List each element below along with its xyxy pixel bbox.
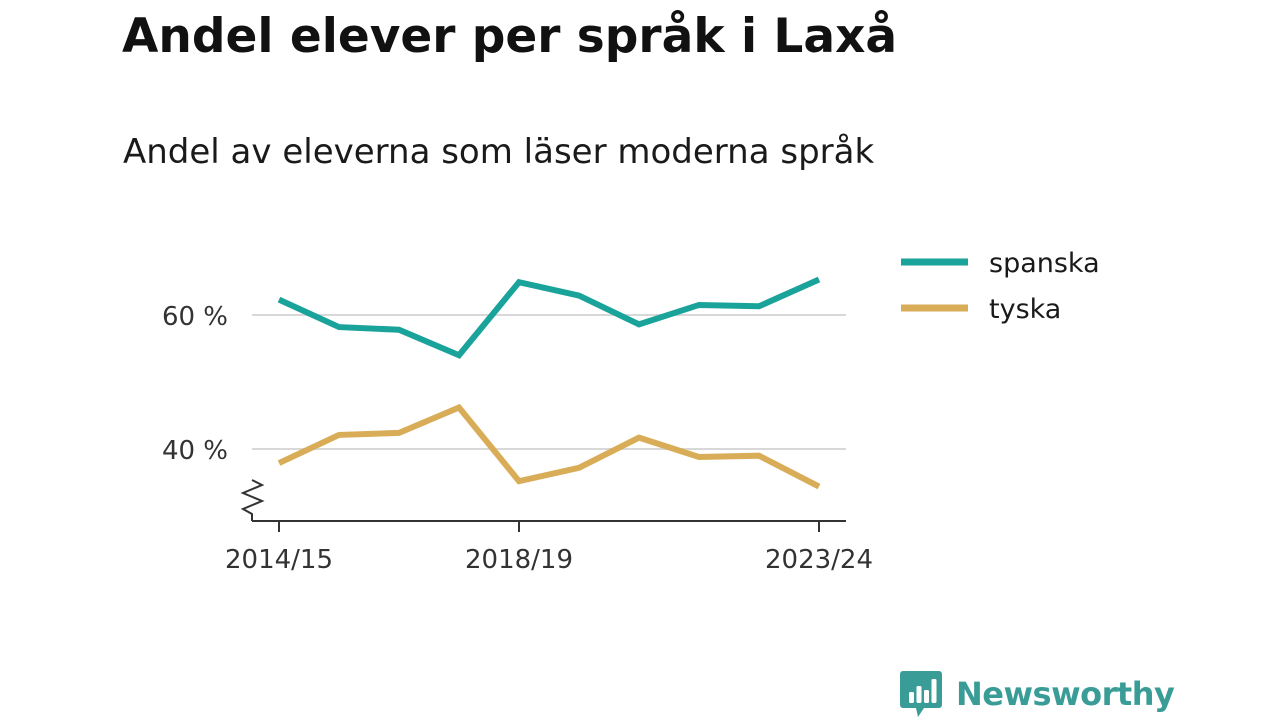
axis-break-icon	[240, 479, 265, 521]
series-line-spanska	[277, 276, 821, 359]
chart-subtitle: Andel av eleverna som läser moderna språ…	[123, 132, 875, 172]
x-tick-label: 2014/15	[225, 545, 333, 575]
x-tick-labels: 2014/15 2018/19 2023/24	[225, 545, 873, 575]
y-tick-labels: 40 % 60 %	[162, 302, 228, 466]
legend-label-tyska: tyska	[989, 294, 1061, 325]
legend-label-spanska: spanska	[989, 248, 1100, 279]
x-tick-label: 2018/19	[465, 545, 573, 575]
x-tick-label: 2023/24	[765, 545, 873, 575]
gridlines	[252, 314, 846, 450]
brand-name: Newsworthy	[956, 675, 1175, 713]
newsworthy-brand: Newsworthy	[900, 669, 1175, 719]
y-tick-label: 60 %	[162, 302, 228, 332]
series-line-tyska	[277, 403, 821, 490]
series-lines	[277, 276, 821, 490]
legend: spanska tyska	[901, 248, 1100, 325]
y-tick-label: 40 %	[162, 436, 228, 466]
x-axis	[240, 479, 846, 532]
chart-title: Andel elever per språk i Laxå	[122, 9, 898, 64]
newsworthy-logo-icon	[900, 671, 942, 717]
